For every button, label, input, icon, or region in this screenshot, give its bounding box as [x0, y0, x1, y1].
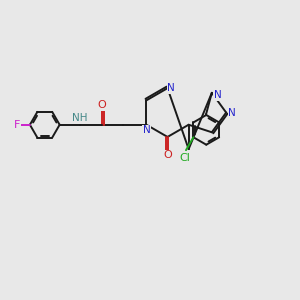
Text: O: O — [98, 100, 106, 110]
Text: O: O — [163, 150, 172, 161]
Text: N: N — [167, 83, 175, 93]
Text: Cl: Cl — [179, 153, 190, 163]
Text: N: N — [228, 108, 236, 118]
Text: N: N — [142, 125, 150, 135]
Text: F: F — [14, 120, 21, 130]
Text: NH: NH — [72, 113, 87, 123]
Text: N: N — [214, 90, 222, 100]
